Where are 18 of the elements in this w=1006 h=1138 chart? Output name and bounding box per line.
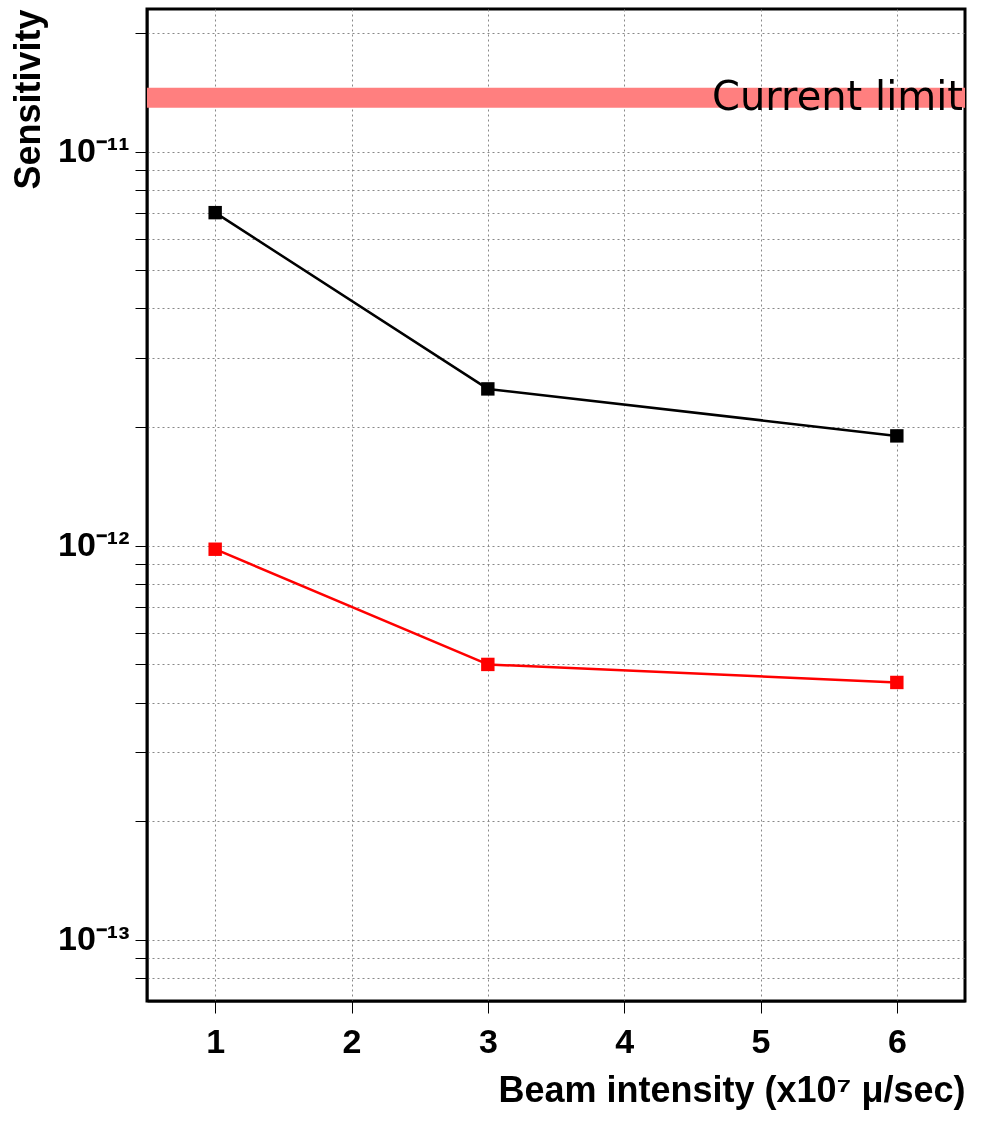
x-tick-label: 4 <box>615 1021 635 1060</box>
point <box>481 657 495 672</box>
x-tick-label: 1 <box>206 1021 226 1060</box>
x-tick-label: 3 <box>478 1021 498 1060</box>
point <box>208 542 222 556</box>
y-tick-label: 10⁻¹¹ <box>58 131 130 170</box>
x-axis-title: Beam intensity (x10⁷ μ/sec) <box>498 1068 966 1110</box>
point <box>890 429 904 443</box>
point <box>481 382 495 396</box>
x-tick-label: 6 <box>887 1021 907 1060</box>
x-tick-label: 2 <box>342 1021 362 1060</box>
y-axis-title: Sensitivity <box>7 9 49 190</box>
point <box>890 675 904 690</box>
y-tick-label: 10⁻¹³ <box>58 919 130 958</box>
ref-line-label: Current limit <box>712 72 963 119</box>
y-tick-label: 10⁻¹² <box>58 525 130 564</box>
x-tick-label: 5 <box>751 1021 771 1060</box>
point <box>208 205 222 220</box>
